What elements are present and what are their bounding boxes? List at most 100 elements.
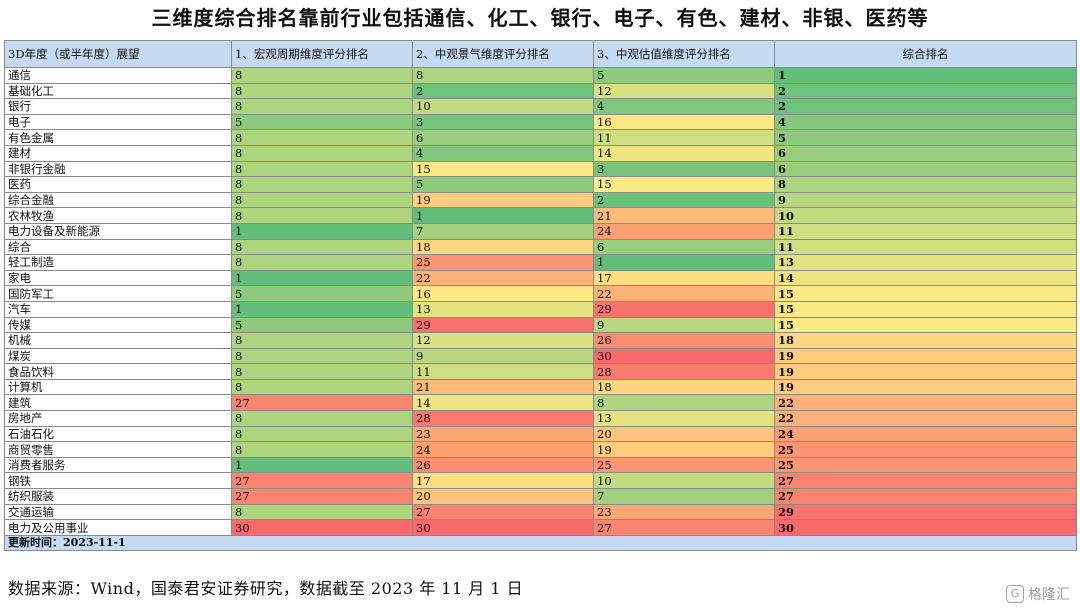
industry-name: 非银行金融 xyxy=(4,160,232,178)
industry-name: 钢铁 xyxy=(4,472,232,490)
overall-rank: 1 xyxy=(774,67,1077,84)
table-row: 交通运输 8 27 23 29 xyxy=(4,503,1077,521)
table-row: 基础化工 8 2 12 2 xyxy=(4,82,1077,100)
macro-score: 8 xyxy=(231,441,413,458)
valuation-score: 8 xyxy=(593,394,775,412)
macro-score: 8 xyxy=(231,332,413,349)
valuation-score: 10 xyxy=(593,472,775,490)
overall-rank: 22 xyxy=(774,410,1077,427)
overall-rank: 19 xyxy=(774,363,1077,380)
table-header-row: 3D年度（或半年度）展望 1、宏观周期维度评分排名 2、中观景气维度评分排名 3… xyxy=(4,40,1077,68)
prosperity-score: 22 xyxy=(412,269,594,287)
macro-score: 8 xyxy=(231,238,413,256)
industry-name: 电力及公用事业 xyxy=(4,519,232,536)
industry-name: 农林牧渔 xyxy=(4,207,232,224)
overall-rank: 27 xyxy=(774,472,1077,490)
macro-score: 8 xyxy=(231,254,413,271)
prosperity-score: 10 xyxy=(412,98,594,115)
overall-rank: 4 xyxy=(774,113,1077,131)
prosperity-score: 1 xyxy=(412,207,594,224)
valuation-score: 7 xyxy=(593,488,775,505)
prosperity-score: 4 xyxy=(412,144,594,162)
valuation-score: 6 xyxy=(593,238,775,256)
table-footer-row: 更新时间：2023-11-1 xyxy=(4,534,1077,552)
macro-score: 27 xyxy=(231,394,413,412)
industry-name: 计算机 xyxy=(4,378,232,396)
industry-name: 石油石化 xyxy=(4,425,232,443)
valuation-score: 14 xyxy=(593,144,775,162)
column-header-valuation: 3、中观估值维度评分排名 xyxy=(593,40,775,68)
table-row: 综合 8 18 6 11 xyxy=(4,238,1077,256)
column-header-macro: 1、宏观周期维度评分排名 xyxy=(231,40,413,68)
prosperity-score: 26 xyxy=(412,456,594,474)
table-row: 房地产 8 28 13 22 xyxy=(4,410,1077,427)
overall-rank: 15 xyxy=(774,316,1077,334)
industry-name: 国防军工 xyxy=(4,285,232,302)
table-row: 电子 5 3 16 4 xyxy=(4,113,1077,131)
watermark-logo-icon: G xyxy=(1006,585,1024,603)
overall-rank: 29 xyxy=(774,503,1077,521)
table-row: 轻工制造 8 25 1 13 xyxy=(4,254,1077,271)
watermark: G 格隆汇 xyxy=(1006,584,1070,604)
macro-score: 8 xyxy=(231,363,413,380)
valuation-score: 17 xyxy=(593,269,775,287)
chart-title: 三维度综合排名靠前行业包括通信、化工、银行、电子、有色、建材、非银、医药等 xyxy=(151,6,929,30)
overall-rank: 19 xyxy=(774,347,1077,365)
overall-rank: 24 xyxy=(774,425,1077,443)
macro-score: 8 xyxy=(231,425,413,443)
valuation-score: 3 xyxy=(593,160,775,178)
update-time: 更新时间：2023-11-1 xyxy=(4,534,1077,552)
prosperity-score: 27 xyxy=(412,503,594,521)
macro-score: 5 xyxy=(231,113,413,131)
industry-name: 房地产 xyxy=(4,410,232,427)
prosperity-score: 23 xyxy=(412,425,594,443)
macro-score: 8 xyxy=(231,410,413,427)
industry-name: 建材 xyxy=(4,144,232,162)
macro-score: 8 xyxy=(231,160,413,178)
overall-rank: 25 xyxy=(774,456,1077,474)
overall-rank: 19 xyxy=(774,378,1077,396)
table-row: 医药 8 5 15 8 xyxy=(4,176,1077,193)
table-row: 非银行金融 8 15 3 6 xyxy=(4,160,1077,178)
table-row: 商贸零售 8 24 19 25 xyxy=(4,441,1077,458)
table-row: 建筑 27 14 8 22 xyxy=(4,394,1077,412)
industry-name: 银行 xyxy=(4,98,232,115)
overall-rank: 8 xyxy=(774,176,1077,193)
macro-score: 8 xyxy=(231,191,413,209)
industry-name: 医药 xyxy=(4,176,232,193)
table-row: 计算机 8 21 18 19 xyxy=(4,378,1077,396)
table-row: 农林牧渔 8 1 21 10 xyxy=(4,207,1077,224)
table-row: 家电 1 22 17 14 xyxy=(4,269,1077,287)
valuation-score: 29 xyxy=(593,300,775,318)
prosperity-score: 14 xyxy=(412,394,594,412)
macro-score: 27 xyxy=(231,488,413,505)
table-row: 有色金属 8 6 11 5 xyxy=(4,129,1077,146)
macro-score: 5 xyxy=(231,316,413,334)
valuation-score: 26 xyxy=(593,332,775,349)
overall-rank: 11 xyxy=(774,222,1077,240)
overall-rank: 9 xyxy=(774,191,1077,209)
macro-score: 8 xyxy=(231,176,413,193)
prosperity-score: 13 xyxy=(412,300,594,318)
column-header-industry: 3D年度（或半年度）展望 xyxy=(4,40,232,68)
overall-rank: 15 xyxy=(774,300,1077,318)
overall-rank: 30 xyxy=(774,519,1077,536)
valuation-score: 5 xyxy=(593,67,775,84)
prosperity-score: 21 xyxy=(412,378,594,396)
table-row: 消费者服务 1 26 25 25 xyxy=(4,456,1077,474)
macro-score: 8 xyxy=(231,129,413,146)
macro-score: 1 xyxy=(231,222,413,240)
prosperity-score: 12 xyxy=(412,332,594,349)
valuation-score: 22 xyxy=(593,285,775,302)
prosperity-score: 9 xyxy=(412,347,594,365)
ranking-table: 3D年度（或半年度）展望 1、宏观周期维度评分排名 2、中观景气维度评分排名 3… xyxy=(4,40,1077,552)
prosperity-score: 17 xyxy=(412,472,594,490)
industry-name: 消费者服务 xyxy=(4,456,232,474)
table-row: 电力设备及新能源 1 7 24 11 xyxy=(4,222,1077,240)
overall-rank: 14 xyxy=(774,269,1077,287)
macro-score: 1 xyxy=(231,269,413,287)
prosperity-score: 18 xyxy=(412,238,594,256)
table-row: 通信 8 8 5 1 xyxy=(4,67,1077,84)
industry-name: 汽车 xyxy=(4,300,232,318)
industry-name: 传媒 xyxy=(4,316,232,334)
